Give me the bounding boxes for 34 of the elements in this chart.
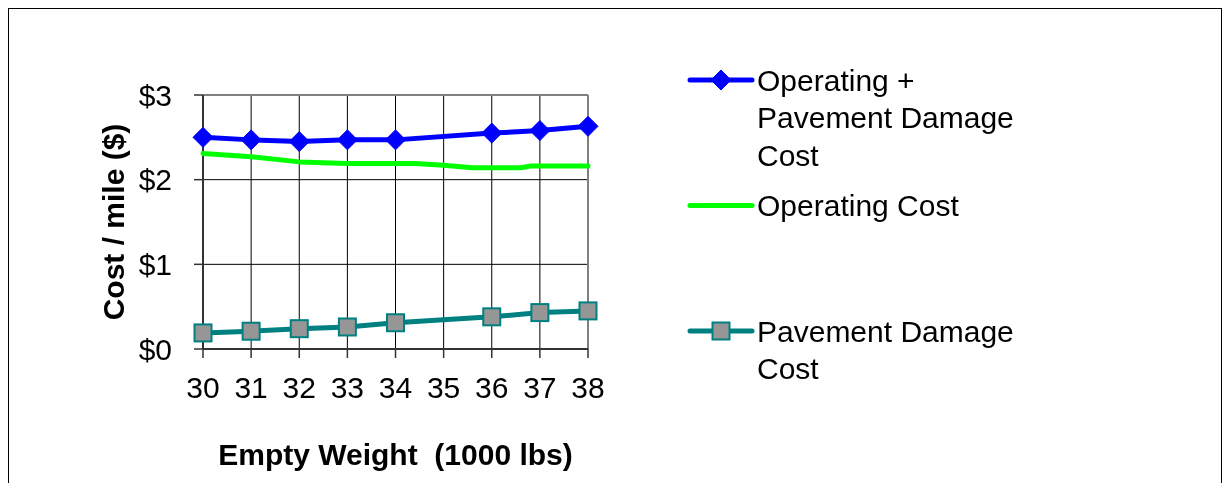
point	[530, 303, 550, 323]
x-tick-label: 32	[282, 370, 316, 404]
point	[577, 115, 599, 137]
y-axis-title: Cost / mile ($)	[96, 123, 130, 321]
y-tick-label: $0	[138, 332, 172, 366]
point	[386, 313, 405, 333]
point	[482, 307, 502, 327]
point	[193, 323, 213, 343]
point	[481, 122, 503, 144]
x-tick-label: 31	[234, 370, 268, 404]
legend-label: Operating + Pavement Damage Cost	[757, 63, 1014, 172]
legend-label: Operating Cost	[757, 189, 960, 222]
x-tick-label: 36	[475, 370, 509, 404]
x-axis-title: Empty Weight (1000 lbs)	[218, 437, 573, 471]
point	[192, 126, 214, 148]
point	[241, 321, 261, 341]
y-tick-label: $2	[138, 163, 172, 197]
x-tick-label: 30	[186, 370, 220, 404]
point	[240, 129, 262, 151]
x-tick-label: 33	[330, 370, 365, 404]
point	[385, 129, 406, 151]
x-tick-label: 37	[523, 370, 557, 404]
point	[289, 319, 309, 339]
x-tick-label: 38	[571, 370, 605, 404]
point	[337, 317, 357, 337]
x-tick-label: 35	[426, 370, 461, 404]
point	[288, 131, 310, 153]
point	[578, 301, 598, 321]
y-tick-label: $3	[138, 78, 172, 112]
legend-label: Pavement Damage Cost	[757, 314, 1014, 385]
y-tick-label: $1	[138, 247, 172, 281]
point	[529, 120, 551, 142]
x-tick-label: 34	[378, 370, 413, 404]
point	[336, 129, 358, 151]
